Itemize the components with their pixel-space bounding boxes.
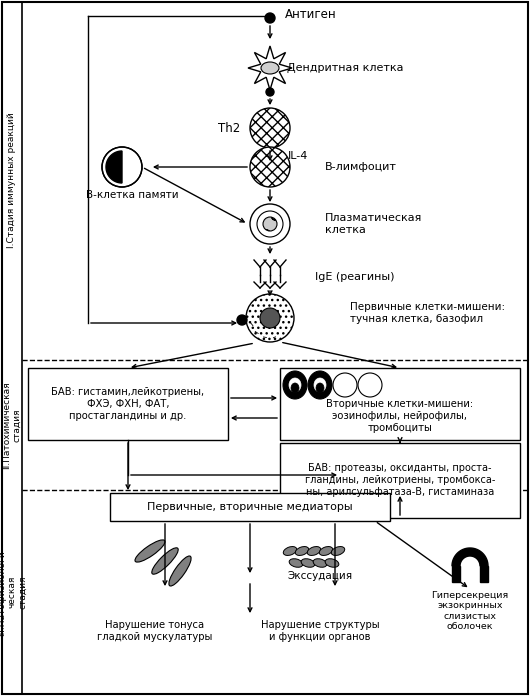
- Text: Первичные, вторичные медиаторы: Первичные, вторичные медиаторы: [147, 502, 353, 512]
- Text: Нарушение структуры
и функции органов: Нарушение структуры и функции органов: [261, 620, 379, 642]
- Ellipse shape: [135, 540, 165, 562]
- Ellipse shape: [331, 546, 344, 555]
- Polygon shape: [452, 566, 460, 582]
- Polygon shape: [248, 46, 292, 90]
- Ellipse shape: [289, 378, 301, 392]
- Circle shape: [246, 294, 294, 342]
- Ellipse shape: [314, 378, 326, 392]
- Bar: [280, 368, 520, 440]
- Ellipse shape: [291, 383, 299, 393]
- Ellipse shape: [283, 546, 297, 555]
- Bar: [280, 443, 520, 518]
- Polygon shape: [452, 548, 488, 566]
- Bar: [28, 368, 228, 440]
- Ellipse shape: [319, 546, 333, 555]
- Ellipse shape: [295, 546, 308, 555]
- Ellipse shape: [261, 62, 279, 74]
- Text: IgE (реагины): IgE (реагины): [315, 272, 394, 282]
- Circle shape: [260, 308, 280, 328]
- Text: Антиген: Антиген: [285, 8, 337, 20]
- Ellipse shape: [152, 548, 178, 574]
- Circle shape: [358, 373, 382, 397]
- Text: I.Стадия иммунных реакций: I.Стадия иммунных реакций: [7, 112, 16, 248]
- Bar: [110, 493, 390, 521]
- Ellipse shape: [307, 546, 321, 555]
- Ellipse shape: [313, 559, 327, 567]
- Circle shape: [266, 88, 274, 96]
- Text: В-клетка памяти: В-клетка памяти: [86, 190, 178, 200]
- Text: Первичные клетки-мишени:
тучная клетка, базофил: Первичные клетки-мишени: тучная клетка, …: [350, 302, 505, 324]
- Text: Th2: Th2: [218, 122, 240, 134]
- Ellipse shape: [316, 383, 324, 393]
- Text: Экссудация: Экссудация: [287, 571, 352, 581]
- Polygon shape: [480, 566, 488, 582]
- Ellipse shape: [308, 371, 332, 399]
- Text: БАВ: гистамин,лейкотриены,
ФХЭ, ФХН, ФАТ,
простагландины и др.: БАВ: гистамин,лейкотриены, ФХЭ, ФХН, ФАТ…: [51, 388, 205, 420]
- Circle shape: [263, 217, 277, 231]
- Ellipse shape: [283, 371, 307, 399]
- Text: III.Патофизиологи-
ческая
стадия: III.Патофизиологи- ческая стадия: [0, 548, 27, 637]
- Text: IL-4: IL-4: [288, 151, 308, 161]
- Text: БАВ: протеазы, оксиданты, проста-
гландины, лейкотриены, тромбокса-
ны, арилсуль: БАВ: протеазы, оксиданты, проста- гланди…: [305, 464, 495, 497]
- Circle shape: [250, 204, 290, 244]
- Text: Плазматическая
клетка: Плазматическая клетка: [325, 213, 422, 235]
- Text: II.Патохимическая
стадия: II.Патохимическая стадия: [2, 381, 22, 469]
- Text: Вторичные клетки-мишени:
эозинофилы, нейрофилы,
тромбоциты: Вторичные клетки-мишени: эозинофилы, ней…: [326, 400, 474, 433]
- Ellipse shape: [169, 556, 191, 586]
- Ellipse shape: [325, 559, 339, 567]
- Text: Нарушение тонуса
гладкой мускулатуры: Нарушение тонуса гладкой мускулатуры: [98, 620, 213, 642]
- Ellipse shape: [301, 559, 315, 567]
- Circle shape: [102, 147, 142, 187]
- Circle shape: [265, 13, 275, 23]
- Circle shape: [257, 211, 283, 237]
- Circle shape: [250, 108, 290, 148]
- Circle shape: [333, 373, 357, 397]
- Circle shape: [250, 147, 290, 187]
- Ellipse shape: [289, 559, 303, 567]
- Polygon shape: [106, 151, 122, 183]
- Circle shape: [237, 315, 247, 325]
- Text: В-лимфоцит: В-лимфоцит: [325, 162, 397, 172]
- Text: Гиперсекреция
экзокринных
слизистых
оболочек: Гиперсекреция экзокринных слизистых обол…: [431, 591, 509, 631]
- Text: Дендритная клетка: Дендритная клетка: [287, 63, 403, 73]
